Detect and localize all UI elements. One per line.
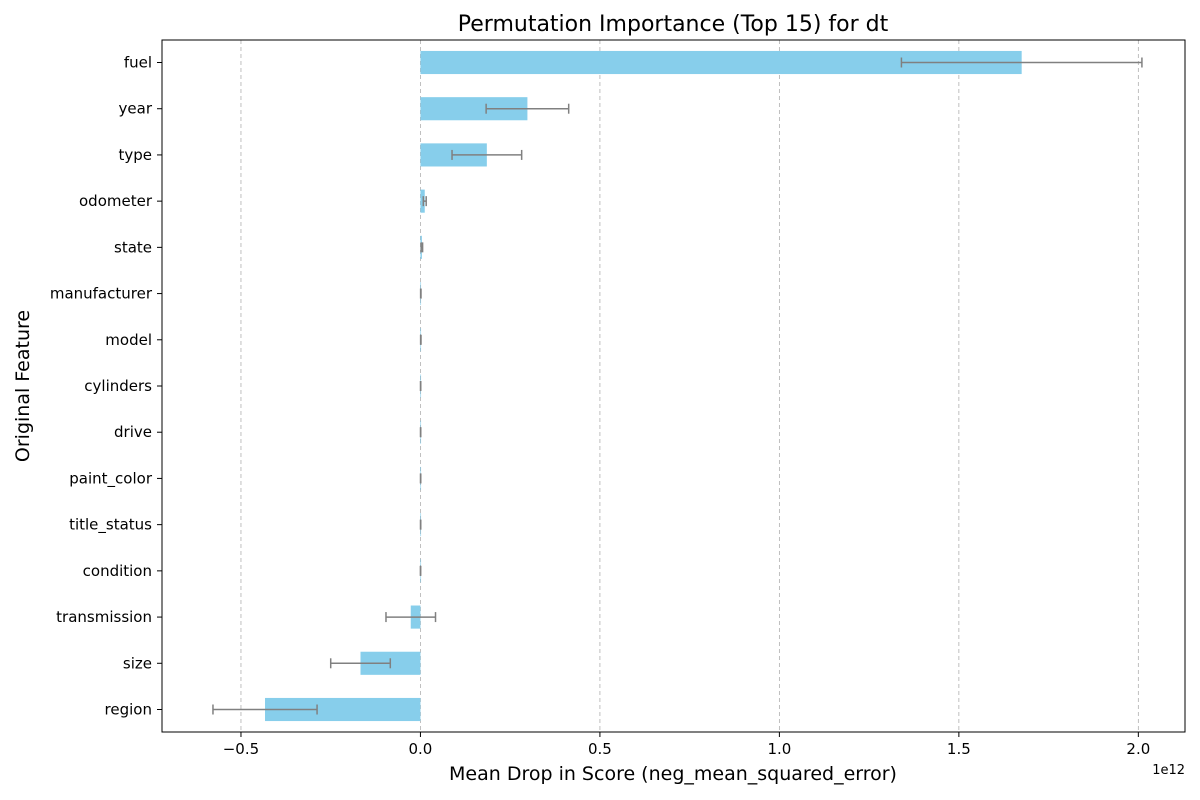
error-bar-odometer	[422, 196, 427, 207]
y-axis-ticks: fuel year type odometer state manufacturer mod…	[50, 54, 162, 719]
x-tick-label: 1.5	[947, 740, 971, 758]
x-tick-label: 0.5	[588, 740, 612, 758]
y-tick-label-drive: drive	[114, 423, 152, 441]
bar-year	[420, 97, 528, 121]
grid-layer	[240, 40, 1139, 732]
y-tick-label-paint_color: paint_color	[69, 469, 153, 488]
y-tick-label-size: size	[123, 654, 152, 672]
y-tick-label-manufacturer: manufacturer	[50, 285, 153, 303]
y-tick-label-region: region	[105, 701, 152, 719]
x-axis-ticks: −0.5 0.0 0.5 1.0 1.5 2.0	[223, 732, 1150, 758]
error-bar-region	[212, 704, 318, 715]
x-tick-label: 0.0	[409, 740, 433, 758]
x-axis-offset-label: 1e12	[1152, 763, 1185, 778]
error-bar-fuel	[900, 57, 1143, 68]
y-tick-label-state: state	[114, 238, 152, 256]
error-bar-type	[451, 149, 523, 160]
bars-layer	[265, 50, 1022, 722]
x-tick-label: 1.0	[767, 740, 791, 758]
y-tick-label-transmission: transmission	[56, 608, 152, 626]
x-tick-label: 2.0	[1126, 740, 1150, 758]
y-tick-label-odometer: odometer	[79, 192, 153, 210]
y-tick-label-type: type	[118, 146, 152, 164]
error-bar-state	[420, 242, 424, 253]
error-bar-size	[329, 658, 392, 669]
y-tick-label-cylinders: cylinders	[84, 377, 152, 395]
x-axis-title: Mean Drop in Score (neg_mean_squared_err…	[449, 763, 897, 785]
y-tick-label-model: model	[105, 331, 152, 349]
bar-fuel	[420, 50, 1022, 75]
error-bar-year	[485, 103, 570, 114]
error-bar-transmission	[385, 612, 437, 623]
y-tick-label-title_status: title_status	[69, 516, 152, 535]
y-axis-title: Original Feature	[12, 310, 34, 462]
plot-frame	[161, 39, 1186, 733]
y-tick-label-condition: condition	[83, 562, 152, 580]
y-tick-label-year: year	[119, 100, 153, 118]
chart-title: Permutation Importance (Top 15) for dt	[458, 12, 889, 37]
error-bars-layer	[212, 57, 1143, 715]
bar-region	[265, 697, 421, 722]
x-tick-label: −0.5	[223, 740, 259, 758]
y-tick-label-fuel: fuel	[124, 54, 152, 72]
